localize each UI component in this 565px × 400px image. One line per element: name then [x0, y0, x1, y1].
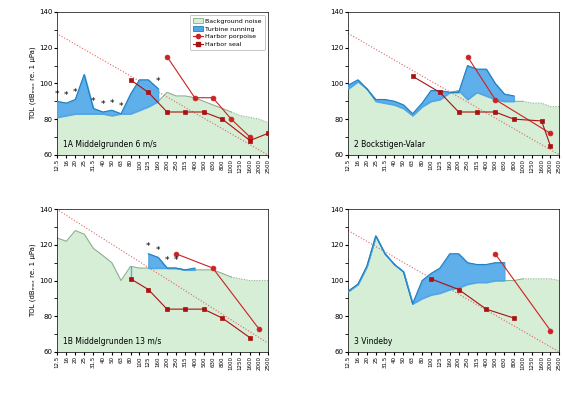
Text: 3 Vindeby: 3 Vindeby	[354, 337, 393, 346]
Text: 1B Middelgrunden 13 m/s: 1B Middelgrunden 13 m/s	[63, 337, 161, 346]
Text: *: *	[119, 102, 123, 111]
Text: *: *	[91, 97, 95, 106]
Text: *: *	[146, 242, 150, 251]
Text: *: *	[110, 98, 114, 108]
Text: *: *	[101, 100, 105, 109]
Legend: Background noise, Turbine running, Harbor porpoise, Harbor seal: Background noise, Turbine running, Harbo…	[190, 15, 264, 50]
Text: *: *	[165, 256, 170, 265]
Text: 2 Bockstigen-Valar: 2 Bockstigen-Valar	[354, 140, 425, 149]
Text: *: *	[156, 77, 160, 86]
Text: *: *	[64, 91, 68, 100]
Y-axis label: TOL (dBₘₐₓ re. 1 μPa): TOL (dBₘₐₓ re. 1 μPa)	[29, 47, 36, 120]
Text: *: *	[54, 90, 59, 99]
Text: *: *	[173, 256, 178, 265]
Text: 1A Middelgrunden 6 m/s: 1A Middelgrunden 6 m/s	[63, 140, 157, 149]
Text: *: *	[156, 246, 160, 255]
Text: *: *	[73, 88, 77, 97]
Y-axis label: TOL (dBₘₐₓ re. 1 μPa): TOL (dBₘₐₓ re. 1 μPa)	[29, 244, 36, 317]
